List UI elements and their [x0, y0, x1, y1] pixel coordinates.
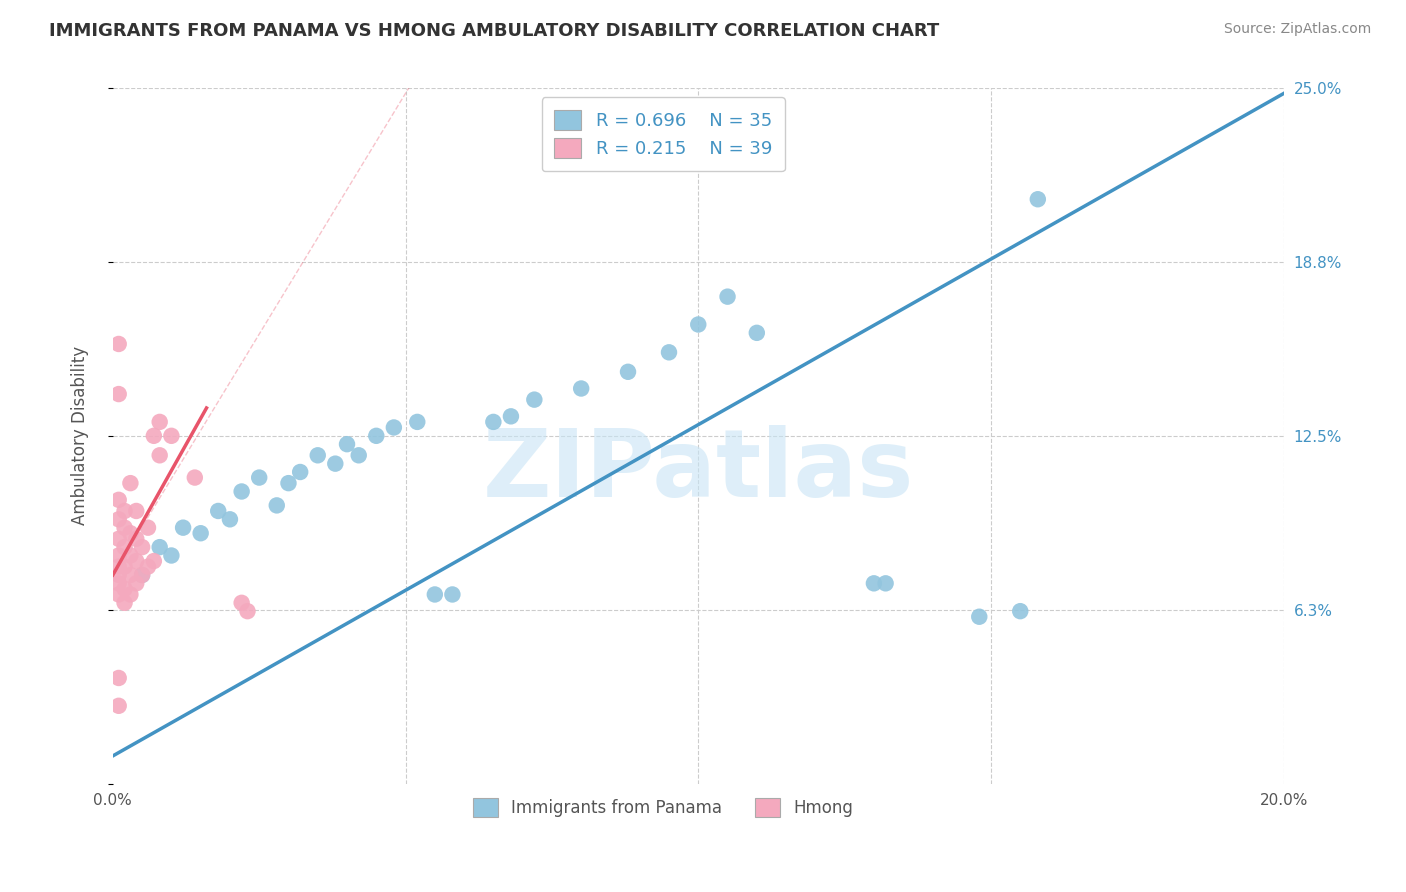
Point — [142, 554, 165, 568]
Point — [125, 504, 148, 518]
Point — [125, 576, 148, 591]
Point — [658, 345, 681, 359]
Point — [125, 532, 148, 546]
Point — [107, 587, 129, 601]
Point — [347, 448, 370, 462]
Point — [207, 504, 229, 518]
Point — [366, 429, 388, 443]
Point — [107, 532, 129, 546]
Legend: Immigrants from Panama, Hmong: Immigrants from Panama, Hmong — [465, 791, 860, 824]
Point — [107, 492, 129, 507]
Point — [120, 587, 142, 601]
Point — [120, 568, 142, 582]
Point — [131, 540, 153, 554]
Point — [688, 318, 710, 332]
Point — [114, 521, 136, 535]
Point — [120, 526, 142, 541]
Point — [120, 476, 142, 491]
Y-axis label: Ambulatory Disability: Ambulatory Disability — [72, 346, 89, 525]
Point — [290, 465, 312, 479]
Point — [160, 549, 183, 563]
Point — [136, 521, 159, 535]
Point — [569, 382, 592, 396]
Point — [441, 587, 464, 601]
Point — [277, 476, 299, 491]
Point — [107, 337, 129, 351]
Point — [107, 549, 129, 563]
Text: ZIPatlas: ZIPatlas — [482, 425, 914, 516]
Point — [236, 604, 259, 618]
Point — [406, 415, 429, 429]
Point — [190, 526, 212, 541]
Point — [160, 429, 183, 443]
Point — [172, 521, 194, 535]
Point — [482, 415, 505, 429]
Point — [745, 326, 768, 340]
Point — [149, 415, 172, 429]
Point — [617, 365, 640, 379]
Text: Source: ZipAtlas.com: Source: ZipAtlas.com — [1223, 22, 1371, 37]
Point — [120, 549, 142, 563]
Point — [114, 582, 136, 596]
Point — [125, 554, 148, 568]
Point — [107, 568, 129, 582]
Point — [107, 576, 129, 591]
Point — [423, 587, 446, 601]
Point — [107, 698, 129, 713]
Point — [142, 429, 165, 443]
Point — [231, 484, 253, 499]
Point — [149, 540, 172, 554]
Point — [323, 457, 346, 471]
Point — [231, 596, 253, 610]
Point — [114, 504, 136, 518]
Point — [114, 596, 136, 610]
Point — [499, 409, 522, 424]
Point — [247, 470, 270, 484]
Point — [114, 559, 136, 574]
Point — [107, 559, 129, 574]
Point — [382, 420, 405, 434]
Point — [967, 609, 990, 624]
Point — [131, 568, 153, 582]
Point — [1026, 192, 1049, 206]
Point — [107, 512, 129, 526]
Point — [107, 671, 129, 685]
Point — [107, 387, 129, 401]
Point — [1010, 604, 1032, 618]
Text: IMMIGRANTS FROM PANAMA VS HMONG AMBULATORY DISABILITY CORRELATION CHART: IMMIGRANTS FROM PANAMA VS HMONG AMBULATO… — [49, 22, 939, 40]
Point — [114, 540, 136, 554]
Point — [875, 576, 897, 591]
Point — [131, 568, 153, 582]
Point — [716, 290, 738, 304]
Point — [523, 392, 546, 407]
Point — [184, 470, 207, 484]
Point — [336, 437, 359, 451]
Point — [307, 448, 329, 462]
Point — [266, 499, 288, 513]
Point — [863, 576, 886, 591]
Point — [149, 448, 172, 462]
Point — [219, 512, 242, 526]
Point — [136, 559, 159, 574]
